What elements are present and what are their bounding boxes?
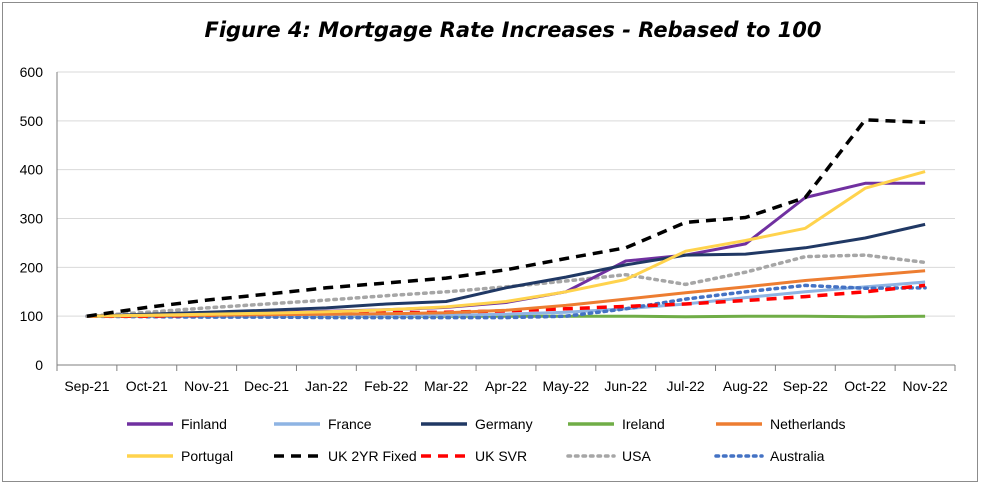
x-tick-label: May-22 — [543, 378, 590, 394]
legend-label: UK SVR — [475, 448, 527, 464]
x-tick-label: Mar-22 — [424, 378, 469, 394]
x-tick-label: Nov-21 — [184, 378, 229, 394]
y-tick-label: 400 — [20, 162, 44, 178]
legend-label: Ireland — [622, 416, 665, 432]
x-tick-label: Sep-22 — [783, 378, 828, 394]
x-tick-label: Jul-22 — [667, 378, 705, 394]
y-tick-label: 100 — [20, 308, 44, 324]
legend-label: USA — [622, 448, 651, 464]
x-tick-label: Sep-21 — [64, 378, 109, 394]
series-line-uk-2yr-fixed — [86, 118, 926, 318]
x-tick-label: Jan-22 — [305, 378, 348, 394]
legend-label: Germany — [475, 416, 533, 432]
gridlines — [57, 71, 955, 317]
legend-label: Australia — [770, 448, 825, 464]
x-tick-label: Jun-22 — [604, 378, 647, 394]
chart-title: Figure 4: Mortgage Rate Increases - Reba… — [204, 18, 822, 42]
legend-label: UK 2YR Fixed — [328, 448, 417, 464]
x-tick-label: Oct-22 — [844, 378, 886, 394]
legend-label: France — [328, 416, 372, 432]
legend-label: Portugal — [181, 448, 233, 464]
y-tick-label: 600 — [20, 64, 44, 80]
series-lines — [85, 118, 927, 320]
series-line-australia — [85, 283, 927, 320]
x-tick-label: Aug-22 — [723, 378, 768, 394]
y-tick-label: 0 — [35, 357, 43, 373]
axes: 0 100 200 300 400 500 600 Sep-21 Oct-21 Nov-21 Dec… — [20, 64, 956, 394]
x-tick-label: Feb-22 — [364, 378, 409, 394]
x-tick-label: Dec-21 — [244, 378, 289, 394]
legend: Finland France Germany Ireland Netherlands Po… — [127, 416, 846, 464]
series-line-germany — [86, 222, 926, 318]
x-tick-label: Apr-22 — [485, 378, 527, 394]
legend-label: Netherlands — [770, 416, 846, 432]
y-tick-label: 300 — [20, 211, 44, 227]
y-tick-label: 200 — [20, 259, 44, 275]
x-tick-label: Oct-21 — [126, 378, 168, 394]
series-line-portugal — [86, 170, 926, 318]
y-tick-label: 500 — [20, 113, 44, 129]
legend-label: Finland — [181, 416, 227, 432]
x-tick-label: Nov-22 — [902, 378, 947, 394]
